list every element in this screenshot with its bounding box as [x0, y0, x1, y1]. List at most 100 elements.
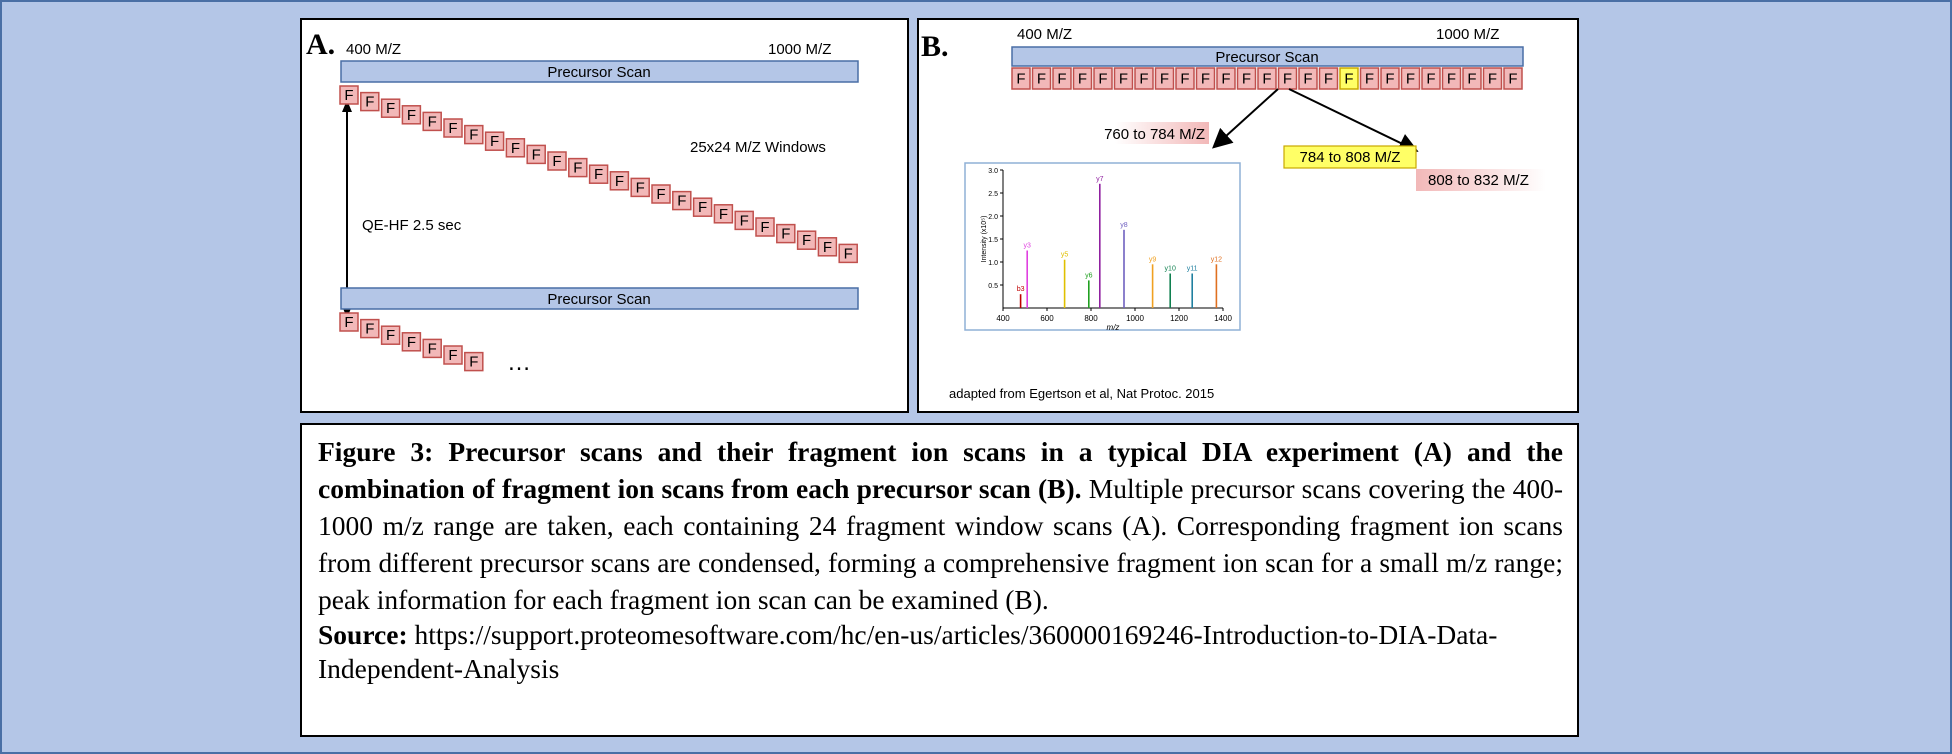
- mz-start-label-b: 400 M/Z: [1017, 26, 1072, 43]
- fragment-scan: F: [401, 105, 422, 125]
- fragment-scan: F: [360, 318, 380, 339]
- fragment-scan-letter: F: [636, 179, 645, 196]
- peak-label-y12: y12: [1211, 256, 1222, 263]
- fragment-scan: F: [443, 118, 463, 138]
- x-tick-label: 1200: [1170, 314, 1188, 323]
- fragment-scan-letter: F: [469, 354, 478, 371]
- source-label: Source:: [318, 619, 408, 650]
- fragment-scan-letter: F: [386, 327, 395, 344]
- window-prev-box: [1115, 122, 1209, 144]
- peak-label-y10: y10: [1165, 266, 1176, 273]
- window-next-label: 808 to 832 M/Z: [1428, 172, 1529, 189]
- window-next-box: [1416, 169, 1546, 191]
- fragment-scan-letter: F: [1242, 71, 1251, 88]
- fragment-scan-letter: F: [594, 166, 603, 183]
- fragment-scan-letter: F: [365, 94, 374, 111]
- fragment-scan: F: [1359, 67, 1380, 90]
- source-url[interactable]: https://support.proteomesoftware.com/hc/…: [318, 619, 1498, 684]
- fragment-scan: F: [1093, 67, 1113, 90]
- fragment-scan: F: [1216, 67, 1236, 90]
- fragment-scan: F: [838, 243, 858, 264]
- fragment-scan: F: [568, 157, 588, 178]
- fragment-scan: F: [422, 111, 442, 132]
- y-tick-label: 0.5: [988, 283, 998, 290]
- fragment-scan: F: [1400, 67, 1421, 90]
- y-tick-label: 3.0: [988, 168, 998, 175]
- mz-end-label: 1000 M/Z: [768, 41, 831, 58]
- fragment-scan-letter: F: [1139, 71, 1148, 88]
- panel-a-label: A.: [306, 28, 335, 61]
- fragment-scan: F: [1257, 67, 1277, 90]
- peak-label-y8: y8: [1120, 222, 1128, 229]
- fragment-scan-letter: F: [490, 133, 499, 150]
- fragment-scan-letter: F: [1221, 71, 1230, 88]
- fragment-scan-letter: F: [511, 140, 520, 157]
- fragment-scan-letter: F: [1037, 71, 1046, 88]
- ellipsis: …: [507, 349, 531, 376]
- fragment-scan: F: [1421, 67, 1441, 90]
- fragment-scan-letter: F: [781, 226, 790, 243]
- fragment-scan-letter: F: [448, 120, 457, 137]
- fragment-scan-letter: F: [1385, 71, 1394, 88]
- fragment-scan-letter: F: [386, 100, 395, 117]
- x-tick-label: 1400: [1214, 314, 1232, 323]
- x-tick-label: 400: [996, 314, 1010, 323]
- precursor-scan-label-b: Precursor Scan: [1215, 49, 1318, 66]
- peak-label-y7: y7: [1096, 176, 1104, 183]
- peak-label-b3: b3: [1017, 286, 1025, 293]
- fragment-scan-letter: F: [365, 321, 374, 338]
- fragment-scan: F: [1482, 67, 1503, 90]
- fragment-scan: F: [1318, 67, 1339, 90]
- fragment-scan: F: [1031, 67, 1052, 90]
- fragment-scan: F: [464, 351, 484, 372]
- y-tick-label: 1.0: [988, 260, 998, 267]
- fragment-scan-letter: F: [448, 347, 457, 364]
- fragment-scan-letter: F: [1180, 71, 1189, 88]
- fragment-scan: F: [526, 144, 546, 165]
- fragment-scan-letter: F: [1467, 71, 1476, 88]
- fragment-scan: F: [1154, 67, 1175, 90]
- fragment-scan: F: [609, 171, 630, 191]
- fragment-scan: F: [1052, 67, 1072, 90]
- caption-body: Multiple precursor scans covering the 40…: [318, 473, 1563, 615]
- fragment-scan-selected-letter: F: [1344, 71, 1353, 88]
- fragment-scan: F: [1298, 67, 1318, 90]
- fragment-scan-letter: F: [407, 334, 416, 351]
- fragment-scan: F: [1441, 67, 1462, 90]
- y-axis-label: Intensity (x10⁵): [981, 216, 988, 263]
- fragment-scan: F: [360, 91, 380, 112]
- fragment-scan: F: [1236, 67, 1257, 90]
- fragment-scan-letter: F: [823, 239, 832, 256]
- fragment-scan: F: [692, 197, 713, 217]
- source-line: Source: https://support.proteomesoftware…: [318, 618, 1563, 686]
- fragment-scan-letter: F: [1262, 71, 1271, 88]
- fragment-scan: F: [1113, 67, 1134, 90]
- precursor-scan-label-1: Precursor Scan: [547, 64, 650, 81]
- fragment-scan-letter: F: [1119, 71, 1128, 88]
- y-tick-label: 2.0: [988, 214, 998, 221]
- fragment-scan: F: [1011, 67, 1031, 90]
- fragment-scan: F: [464, 124, 484, 145]
- fragment-scan: F: [484, 131, 505, 151]
- fragment-scan-letter: F: [1365, 71, 1374, 88]
- fragment-scan: F: [734, 210, 754, 231]
- fragment-scan: F: [630, 177, 650, 198]
- peak-label-y5: y5: [1061, 252, 1069, 259]
- fragment-scan: F: [755, 217, 775, 237]
- peak-label-y9: y9: [1149, 256, 1157, 263]
- panel-b-label: B.: [921, 30, 949, 63]
- fragment-scan: F: [817, 237, 838, 257]
- fragment-scan-letter: F: [1447, 71, 1456, 88]
- fragment-scan-letter: F: [1324, 71, 1333, 88]
- fragment-scan: F: [505, 138, 526, 158]
- fragment-scan: F: [547, 151, 567, 171]
- fragment-scan: F: [651, 184, 671, 204]
- fragment-scan: F: [380, 98, 401, 118]
- fragment-scan: F: [1195, 67, 1216, 90]
- fragment-scan: F: [380, 325, 401, 345]
- fragment-scan-letter: F: [1426, 71, 1435, 88]
